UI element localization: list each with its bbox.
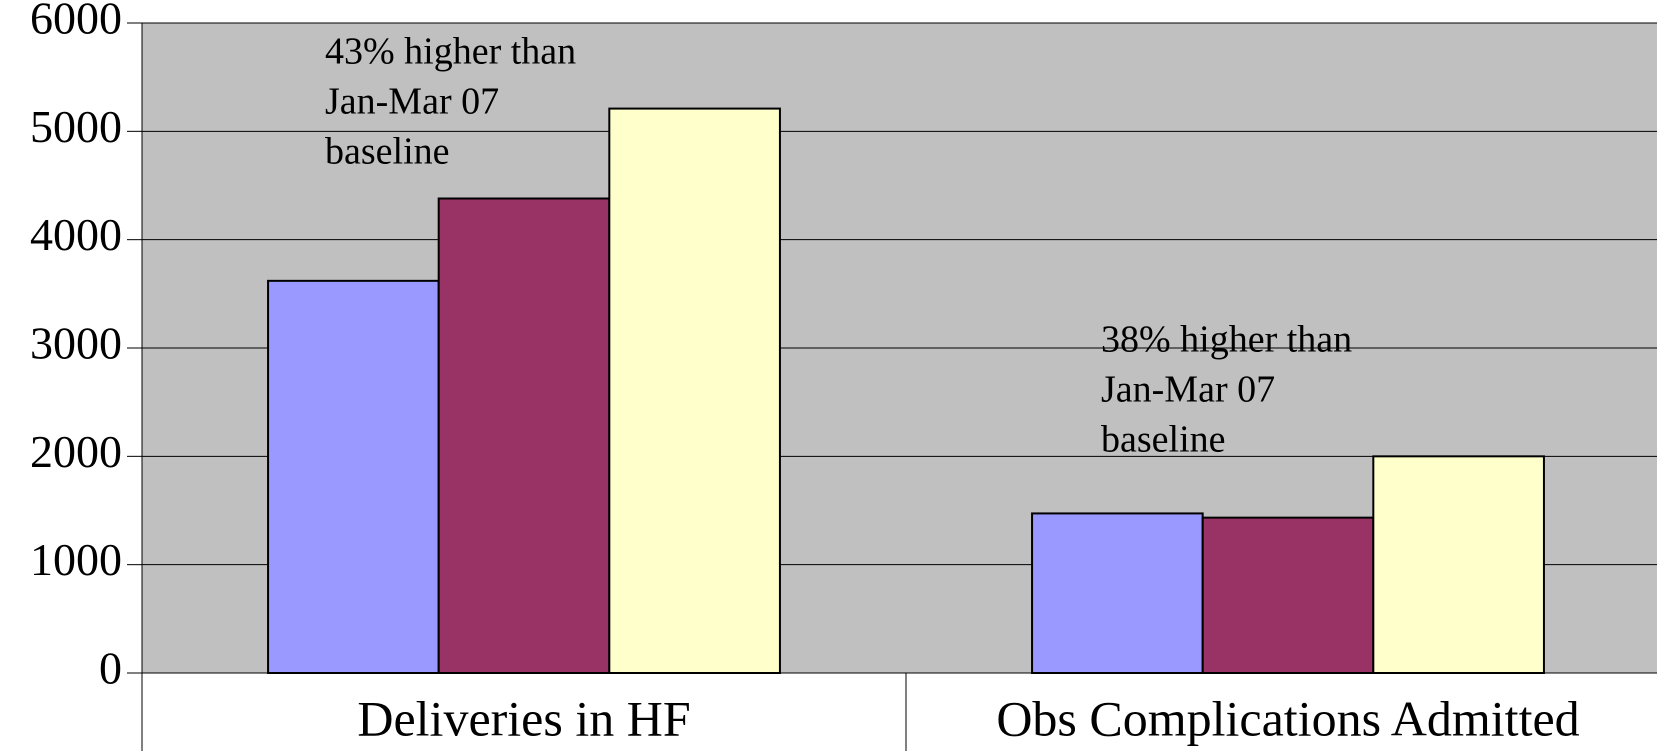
bar — [437, 197, 611, 674]
y-tick-label: 0 — [99, 643, 122, 694]
y-tick-label: 1000 — [30, 534, 122, 585]
x-tick-label: Deliveries in HF — [357, 690, 690, 746]
annotation: 43% higher than — [325, 31, 576, 73]
annotation: baseline — [1101, 419, 1226, 461]
bar — [267, 279, 440, 674]
annotation: 38% higher than — [1101, 319, 1352, 361]
bar — [1201, 516, 1375, 675]
bar — [608, 107, 781, 675]
bar — [1372, 455, 1545, 675]
y-tick-label: 4000 — [30, 209, 122, 260]
annotation: baseline — [325, 131, 450, 173]
y-tick-label: 6000 — [30, 0, 122, 44]
x-tick-label: Obs Complications Admitted — [996, 690, 1579, 746]
annotation: Jan-Mar 07 — [1101, 369, 1275, 411]
annotation: Jan-Mar 07 — [325, 81, 499, 123]
y-tick-label: 2000 — [30, 426, 122, 477]
bar — [1031, 512, 1204, 674]
y-tick-label: 3000 — [30, 318, 122, 369]
y-tick-label: 5000 — [30, 101, 122, 152]
